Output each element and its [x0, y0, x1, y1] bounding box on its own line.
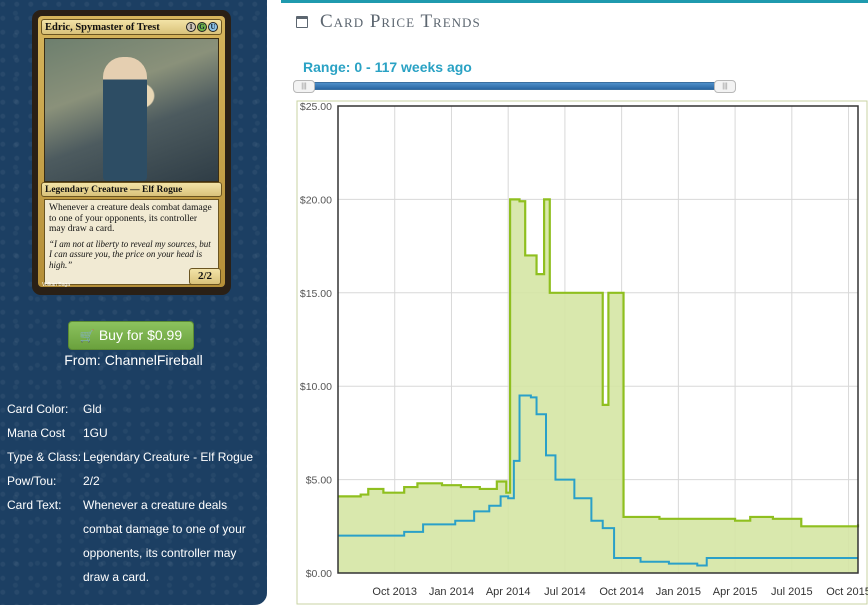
info-row-type: Type & Class: Legendary Creature - Elf R… [7, 445, 257, 469]
y-tick-label: $25.00 [300, 101, 332, 113]
y-tick-label: $5.00 [306, 475, 332, 487]
page-title-text: Card Price Trends [320, 11, 481, 32]
card-name: Edric, Spymaster of Trest [45, 22, 160, 33]
mana-symbols: 1 G U [186, 22, 218, 32]
info-row-pow-tou: Pow/Tou: 2/2 [7, 469, 257, 493]
cart-icon: 🛒 [79, 329, 95, 343]
info-key: Card Text: [7, 498, 62, 512]
page-title: Card Price Trends [296, 11, 481, 33]
x-tick-label: Jan 2015 [656, 586, 701, 598]
card-type-line: Legendary Creature — Elf Rogue [41, 182, 222, 197]
card-text-box: Whenever a creature deals combat damage … [44, 199, 219, 285]
buy-button[interactable]: 🛒 Buy for $0.99 [68, 321, 194, 350]
card-flavor-text: “I am not at liberty to reveal my source… [49, 238, 211, 270]
x-tick-label: Oct 2014 [599, 586, 644, 598]
y-tick-label: $15.00 [300, 288, 332, 300]
y-tick-label: $0.00 [306, 568, 332, 580]
mana-symbol-generic: 1 [186, 22, 196, 32]
info-key: Mana Cost [7, 426, 66, 440]
range-slider-track[interactable] [293, 82, 736, 90]
info-key: Pow/Tou: [7, 474, 57, 488]
range-slider-handle-start[interactable]: ||| [293, 80, 315, 93]
info-key: Card Color: [7, 402, 69, 416]
info-value: Legendary Creature - Elf Rogue [83, 450, 254, 464]
mana-symbol-green: G [197, 22, 207, 32]
y-tick-label: $10.00 [300, 381, 332, 393]
series-line-high [338, 198, 860, 528]
x-tick-label: Jul 2015 [771, 586, 813, 598]
info-row-card-text: Card Text: Whenever a creature deals com… [7, 493, 257, 589]
buy-button-label: Buy for $0.99 [98, 327, 183, 343]
info-value: 1GU [83, 426, 108, 440]
card-image: Edric, Spymaster of Trest 1 G U Legendar… [32, 10, 231, 295]
info-row-color: Card Color: Gld [7, 397, 257, 421]
card-rules-text: Whenever a creature deals combat damage … [49, 203, 212, 234]
card-frame: Edric, Spymaster of Trest 1 G U Legendar… [38, 16, 225, 288]
x-tick-label: Apr 2015 [713, 586, 758, 598]
info-key: Type & Class: [7, 450, 82, 464]
calendar-icon [296, 16, 308, 28]
seller-label: From: ChannelFireball [64, 352, 203, 368]
y-tick-label: $20.00 [300, 194, 332, 206]
card-power-toughness: 2/2 [189, 268, 221, 285]
range-slider[interactable]: ||| ||| [293, 80, 736, 93]
series-line-low [338, 394, 858, 567]
x-tick-label: Oct 2015 [826, 586, 868, 598]
series-area-fill [338, 199, 858, 573]
plot-border [337, 105, 859, 574]
info-value: Gld [83, 402, 102, 416]
x-tick-label: Jul 2014 [544, 586, 586, 598]
card-info-table: Card Color: Gld Mana Cost 1GU Type & Cla… [7, 397, 257, 589]
card-artist: Volkan Baga [42, 282, 71, 288]
card-title: Edric, Spymaster of Trest 1 G U [41, 19, 222, 35]
x-tick-label: Apr 2014 [486, 586, 531, 598]
price-chart: $0.00 $5.00 $10.00 $15.00 $20.00 $25.00 Oct 2… [296, 100, 868, 605]
card-art-figure [103, 57, 147, 181]
info-value: Whenever a creature deals combat damage … [83, 498, 246, 584]
range-label: Range: 0 - 117 weeks ago [303, 59, 472, 75]
x-tick-label: Oct 2013 [372, 586, 417, 598]
card-sidebar: Edric, Spymaster of Trest 1 G U Legendar… [0, 0, 267, 605]
top-accent-line [281, 0, 868, 3]
price-chart-svg: $0.00 $5.00 $10.00 $15.00 $20.00 $25.00 Oct 2… [296, 100, 868, 605]
info-value: 2/2 [83, 474, 100, 488]
range-slider-handle-end[interactable]: ||| [714, 80, 736, 93]
info-row-mana-cost: Mana Cost 1GU [7, 421, 257, 445]
card-art-illustration [44, 38, 219, 182]
x-tick-label: Jan 2014 [429, 586, 474, 598]
mana-symbol-blue: U [208, 22, 218, 32]
